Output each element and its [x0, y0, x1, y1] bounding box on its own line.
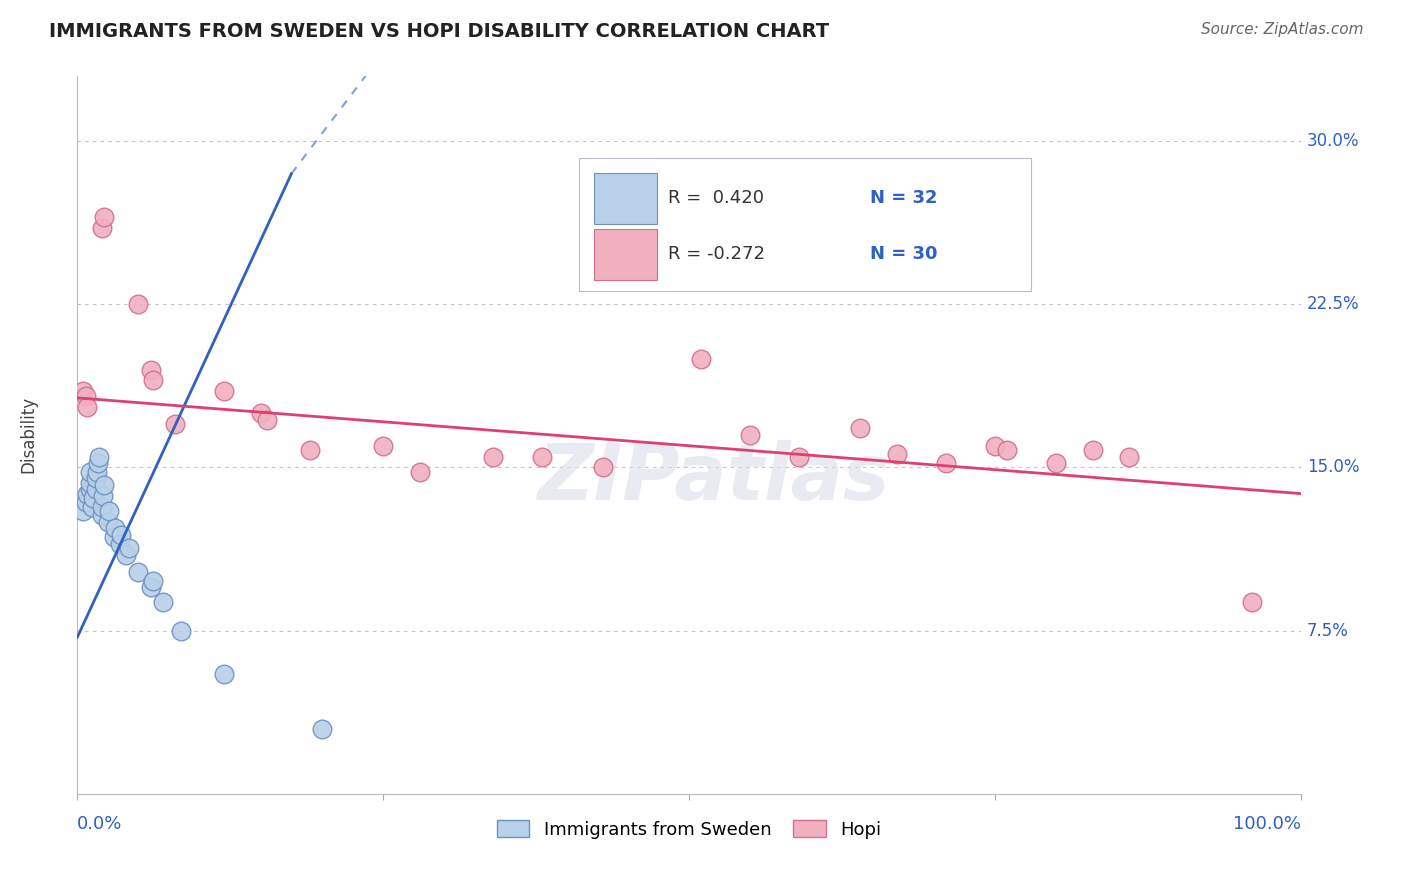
Text: R = -0.272: R = -0.272 [668, 245, 765, 263]
Text: N = 32: N = 32 [870, 189, 938, 207]
Point [995, 443, 1018, 458]
Point [256, 412, 278, 426]
Point [75, 389, 97, 403]
Point [110, 528, 132, 542]
Point [98, 504, 121, 518]
Point [142, 374, 165, 388]
Text: 100.0%: 100.0% [1233, 815, 1301, 833]
Point [90, 221, 112, 235]
Point [79, 465, 101, 479]
Point [93, 478, 115, 492]
FancyBboxPatch shape [593, 173, 657, 225]
Point [79, 475, 101, 490]
Point [371, 439, 394, 453]
Point [212, 667, 235, 681]
Point [87, 456, 110, 470]
Point [103, 530, 125, 544]
Text: 7.5%: 7.5% [1306, 622, 1348, 640]
Point [531, 450, 554, 464]
Point [97, 515, 120, 529]
Point [79, 482, 101, 496]
Point [170, 624, 193, 638]
Point [76, 486, 98, 500]
Point [86, 465, 108, 479]
Point [165, 417, 187, 431]
Point [311, 722, 333, 736]
Point [935, 456, 957, 470]
Point [89, 450, 111, 464]
Point [127, 297, 149, 311]
Text: 30.0%: 30.0% [1306, 132, 1360, 150]
FancyBboxPatch shape [593, 228, 657, 280]
Point [1240, 595, 1263, 609]
Point [127, 565, 149, 579]
Legend: Immigrants from Sweden, Hopi: Immigrants from Sweden, Hopi [489, 813, 889, 846]
Point [1118, 450, 1140, 464]
Text: 15.0%: 15.0% [1306, 458, 1360, 476]
Point [139, 362, 162, 376]
Point [84, 482, 107, 496]
Point [76, 400, 98, 414]
Point [212, 384, 235, 399]
Text: ZIPatlas: ZIPatlas [537, 440, 890, 516]
Point [1045, 456, 1067, 470]
Point [75, 495, 97, 509]
Point [1081, 443, 1104, 458]
Point [482, 450, 505, 464]
Point [104, 521, 127, 535]
Point [298, 443, 321, 458]
Point [90, 500, 112, 514]
Point [115, 548, 138, 562]
Point [108, 536, 131, 550]
Point [82, 491, 104, 505]
Point [409, 465, 432, 479]
Point [80, 500, 103, 514]
Point [91, 489, 114, 503]
Point [984, 439, 1007, 453]
Point [740, 427, 762, 442]
Text: IMMIGRANTS FROM SWEDEN VS HOPI DISABILITY CORRELATION CHART: IMMIGRANTS FROM SWEDEN VS HOPI DISABILIT… [49, 22, 830, 41]
FancyBboxPatch shape [579, 159, 1032, 291]
Point [152, 595, 174, 609]
Point [139, 580, 162, 594]
Point [72, 504, 94, 518]
Point [886, 447, 908, 461]
Point [849, 421, 872, 435]
Point [592, 460, 614, 475]
Point [72, 384, 94, 399]
Point [142, 574, 165, 588]
Text: N = 30: N = 30 [870, 245, 938, 263]
Point [93, 211, 115, 225]
Point [118, 541, 141, 555]
Point [90, 508, 112, 523]
Text: R =  0.420: R = 0.420 [668, 189, 763, 207]
Point [787, 450, 810, 464]
Point [690, 351, 713, 366]
Text: 0.0%: 0.0% [77, 815, 122, 833]
Point [250, 406, 273, 420]
Text: 22.5%: 22.5% [1306, 295, 1360, 313]
Text: Source: ZipAtlas.com: Source: ZipAtlas.com [1201, 22, 1364, 37]
Text: Disability: Disability [20, 396, 38, 474]
Point [84, 471, 107, 485]
